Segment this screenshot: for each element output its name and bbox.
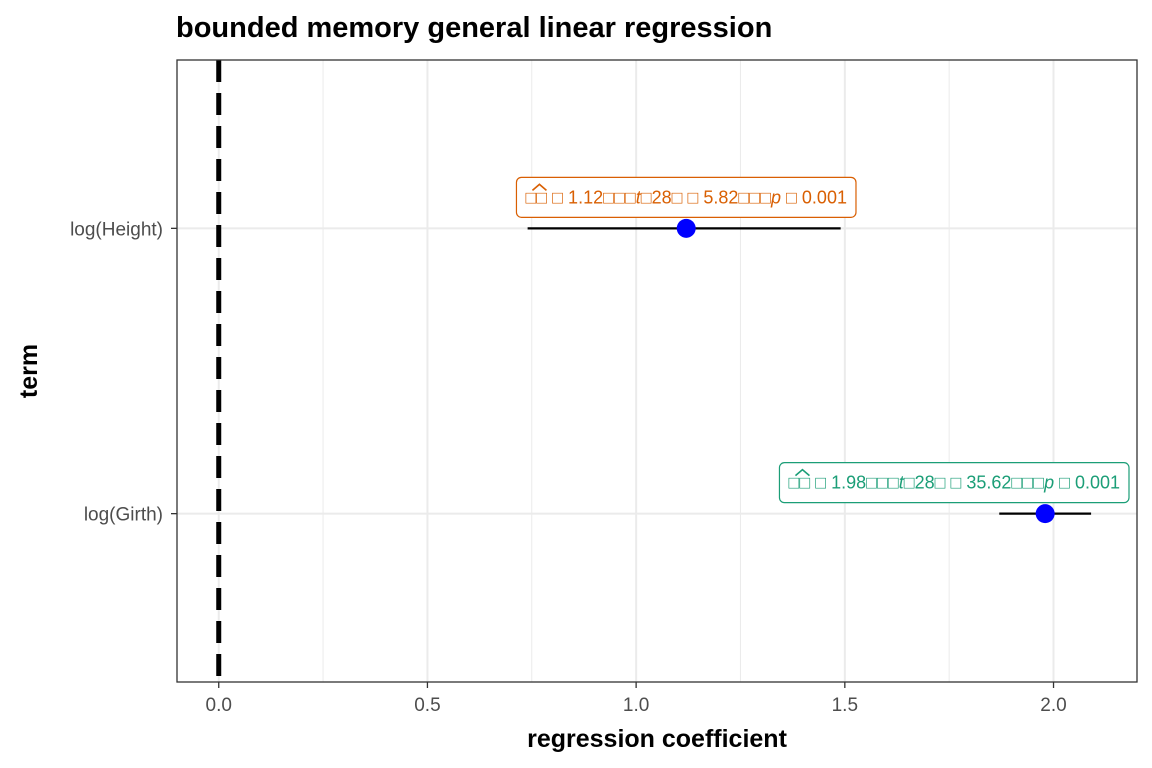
grid-layer — [177, 60, 1137, 682]
y-axis-title: term — [15, 344, 43, 398]
plot-border — [176, 59, 1138, 683]
y-tick-label: log(Girth) — [84, 505, 163, 526]
estimate-label-box — [515, 176, 857, 218]
annotation-layer: □□ □ 1.12□□□t□28□ □ 5.82□□□p □ 0.001 □□ □… — [515, 176, 1130, 504]
beta-hat-mark — [794, 468, 810, 477]
estimate-label-box — [778, 462, 1130, 504]
marks-layer — [527, 218, 1092, 524]
axis-layer: 0.0 0.5 1.0 1.5 2.0 log(Height) log(Girth) — [70, 219, 1067, 716]
estimate-label-2: □□ □ 1.98□□□t□28□ □ 35.62□□□p □ 0.001 — [778, 462, 1130, 504]
x-tick-label: 2.0 — [1040, 695, 1066, 716]
estimate-label-1: □□ □ 1.12□□□t□28□ □ 5.82□□□p □ 0.001 — [515, 176, 857, 218]
estimate-point-2 — [1035, 504, 1055, 524]
x-tick-label: 1.0 — [623, 695, 649, 716]
x-tick-label: 1.5 — [832, 695, 858, 716]
chart-title: bounded memory general linear regression — [176, 12, 772, 44]
x-tick-label: 0.5 — [414, 695, 440, 716]
x-tick-label: 0.0 — [206, 695, 232, 716]
y-tick-label: log(Height) — [70, 219, 163, 240]
beta-hat-mark — [531, 183, 547, 191]
estimate-point-1 — [676, 218, 696, 238]
estimate-label-text: □□ □ 1.12□□□t□28□ □ 5.82□□□p □ 0.001 — [525, 187, 847, 207]
estimate-label-text: □□ □ 1.98□□□t□28□ □ 35.62□□□p □ 0.001 — [788, 473, 1120, 493]
x-axis-title: regression coefficient — [527, 725, 787, 753]
plot-panel — [177, 60, 1137, 682]
